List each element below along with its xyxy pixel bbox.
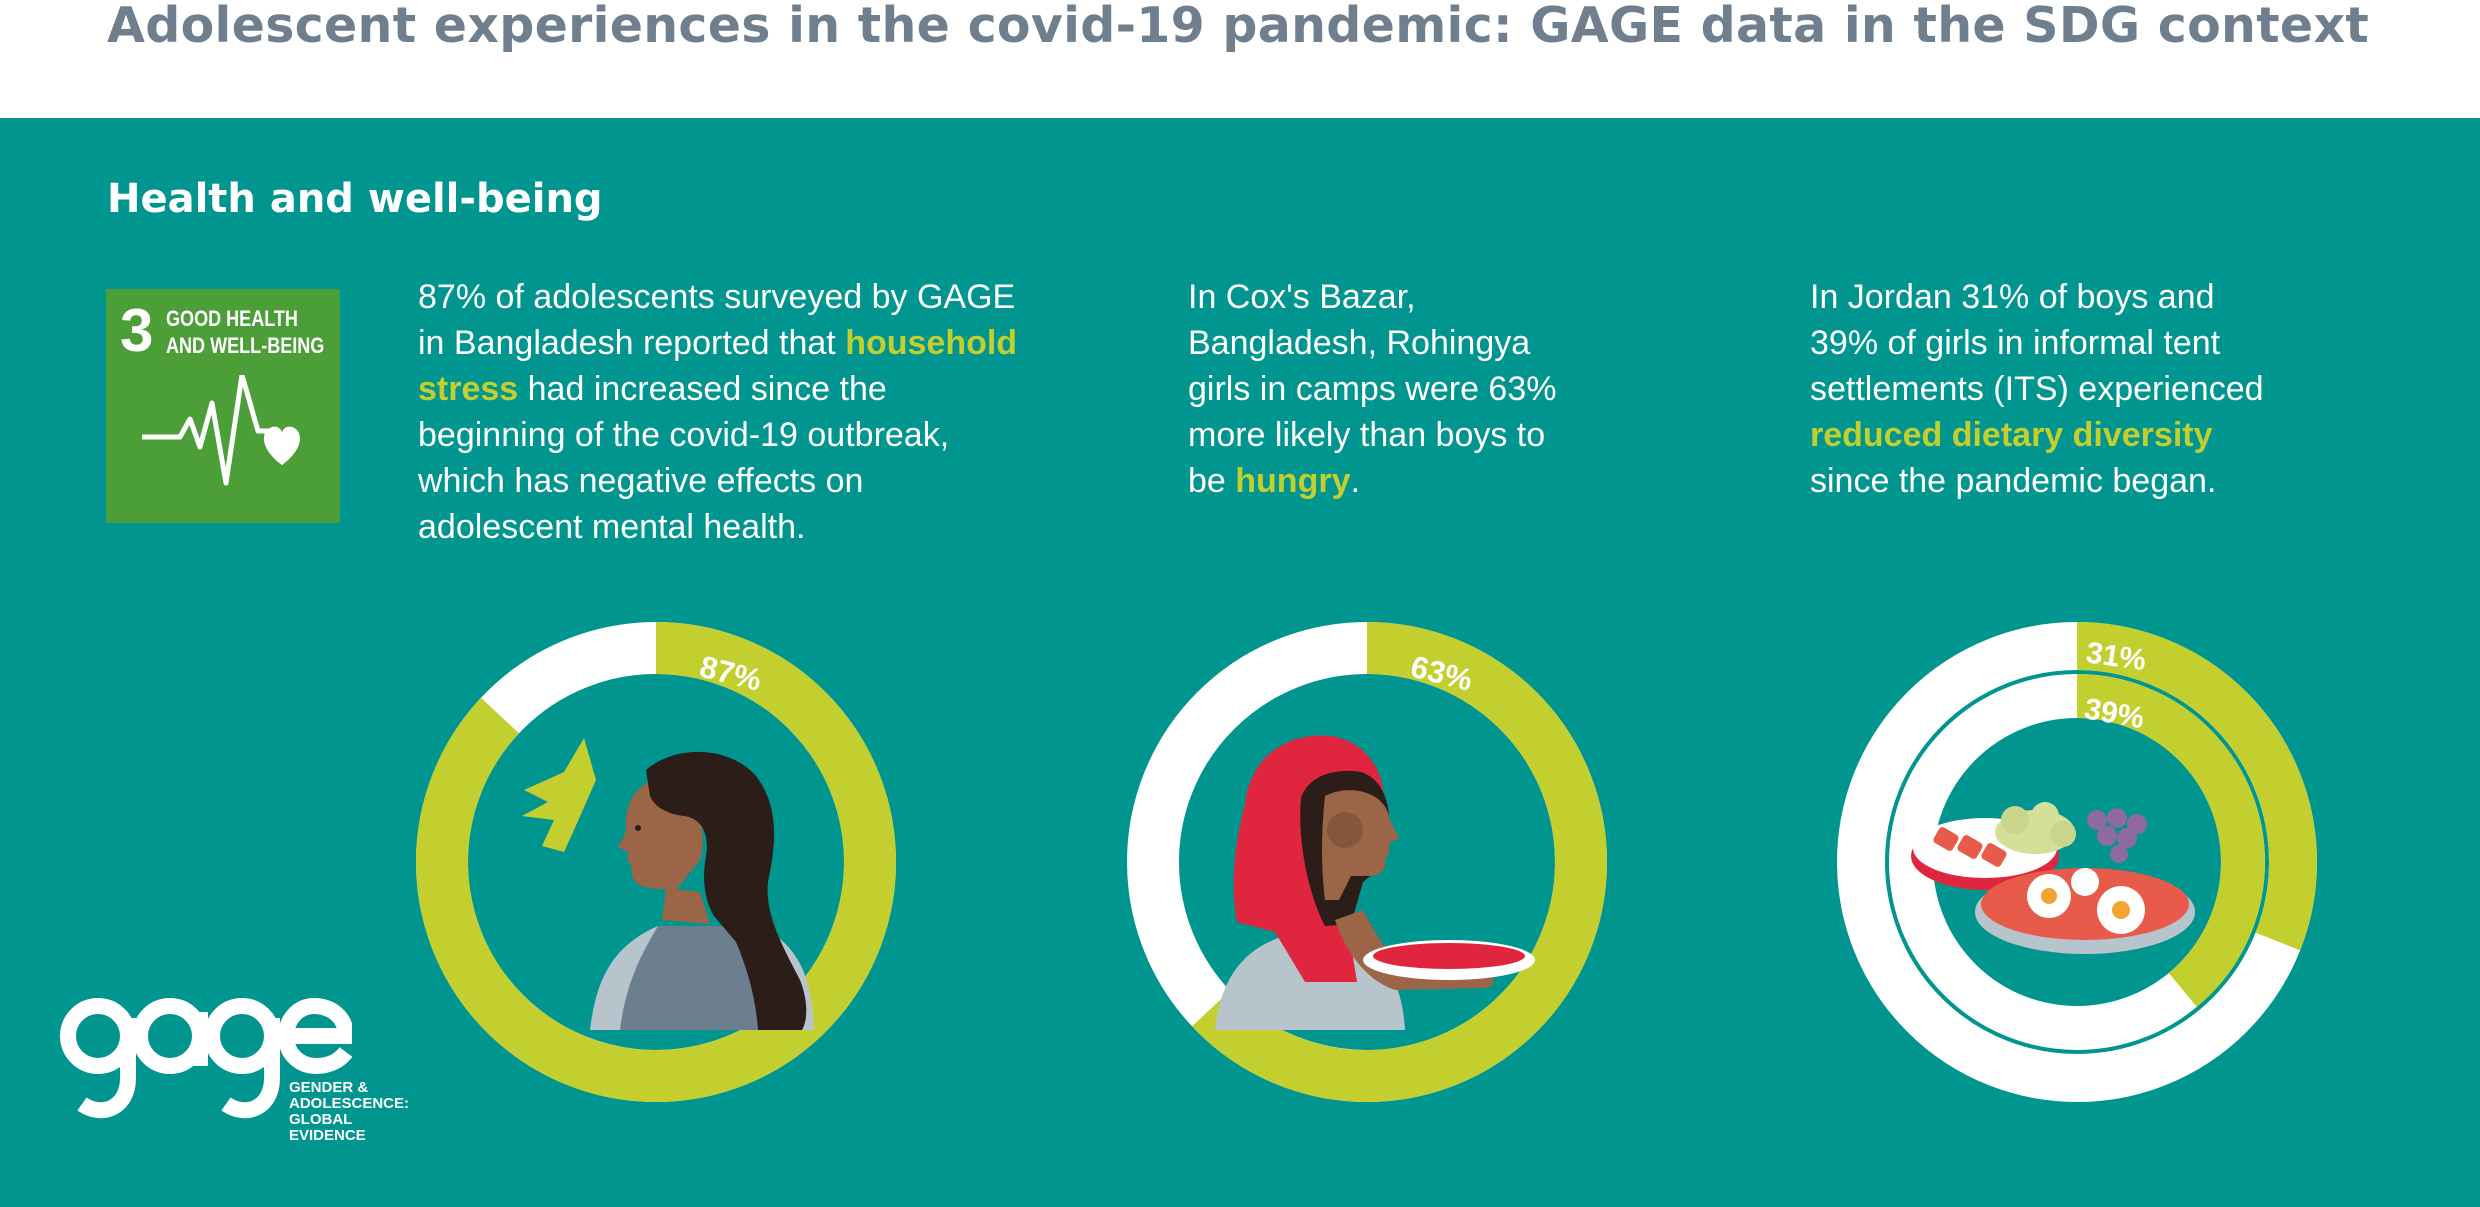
food-plates-illustration: [1911, 802, 2195, 954]
health-panel: Health and well-being 3 GOOD HEALTH AND …: [0, 118, 2480, 1207]
stat-3-text-end: since the pandemic began.: [1810, 462, 2217, 500]
stat-3-text: In Jordan 31% of boys and 39% of girls i…: [1810, 278, 2264, 408]
section-title: Health and well-being: [107, 176, 603, 222]
donut-2-value-arc: [1192, 622, 1607, 1102]
donut-chart-hungry: 63%: [1127, 622, 1607, 1102]
donut-3-outer-value-arc: [2076, 622, 2317, 951]
sdg-label-line2: AND WELL-BEING: [166, 333, 325, 358]
stat-text-household-stress: 87% of adolescents surveyed by GAGE in B…: [418, 274, 1018, 550]
stat-2-text-end: .: [1350, 462, 1360, 500]
heartbeat-heart-icon: [142, 375, 301, 486]
sdg-label-line1: GOOD HEALTH: [166, 306, 298, 331]
gage-tagline: GENDER & ADOLESCENCE: GLOBAL EVIDENCE: [289, 1080, 489, 1144]
gage-logo: [60, 997, 352, 1119]
gage-tagline-line: GLOBAL: [289, 1111, 353, 1128]
sdg-number: 3: [120, 297, 154, 364]
sdg-label: GOOD HEALTH AND WELL-BEING: [166, 305, 325, 359]
girl-with-bowl-illustration: [1215, 735, 1535, 1030]
stat-1-text-end: had increased since the beginning of the…: [418, 370, 950, 546]
stressed-girl-illustration: [522, 738, 814, 1030]
donut-1-value-arc: [416, 622, 896, 1102]
donut-3-inner-value-arc: [2076, 674, 2265, 1007]
stat-1-text: 87% of adolescents surveyed by GAGE in B…: [418, 278, 1016, 362]
donut-chart-dietary-diversity: 31% 39%: [1837, 622, 2317, 1102]
gage-tagline-line: EVIDENCE: [289, 1127, 366, 1144]
gage-tagline-line: GENDER &: [289, 1079, 369, 1096]
stat-text-dietary-diversity: In Jordan 31% of boys and 39% of girls i…: [1810, 274, 2280, 504]
donut-3-outer-label: 31%: [2084, 636, 2148, 677]
stat-3-highlight: reduced dietary diversity: [1810, 416, 2213, 454]
page-title: Adolescent experiences in the covid-19 p…: [107, 0, 2370, 54]
stat-text-hungry: In Cox's Bazar, Bangladesh, Rohingya gir…: [1188, 274, 1578, 504]
stat-2-highlight: hungry: [1235, 462, 1351, 500]
stat-1-highlight: household stress: [418, 324, 1018, 408]
donut-chart-household-stress: 87%: [416, 622, 896, 1102]
sdg-3-tile: 3 GOOD HEALTH AND WELL-BEING: [106, 289, 340, 523]
stat-2-text: In Cox's Bazar, Bangladesh, Rohingya gir…: [1188, 278, 1557, 500]
gage-tagline-line: ADOLESCENCE:: [289, 1095, 410, 1112]
